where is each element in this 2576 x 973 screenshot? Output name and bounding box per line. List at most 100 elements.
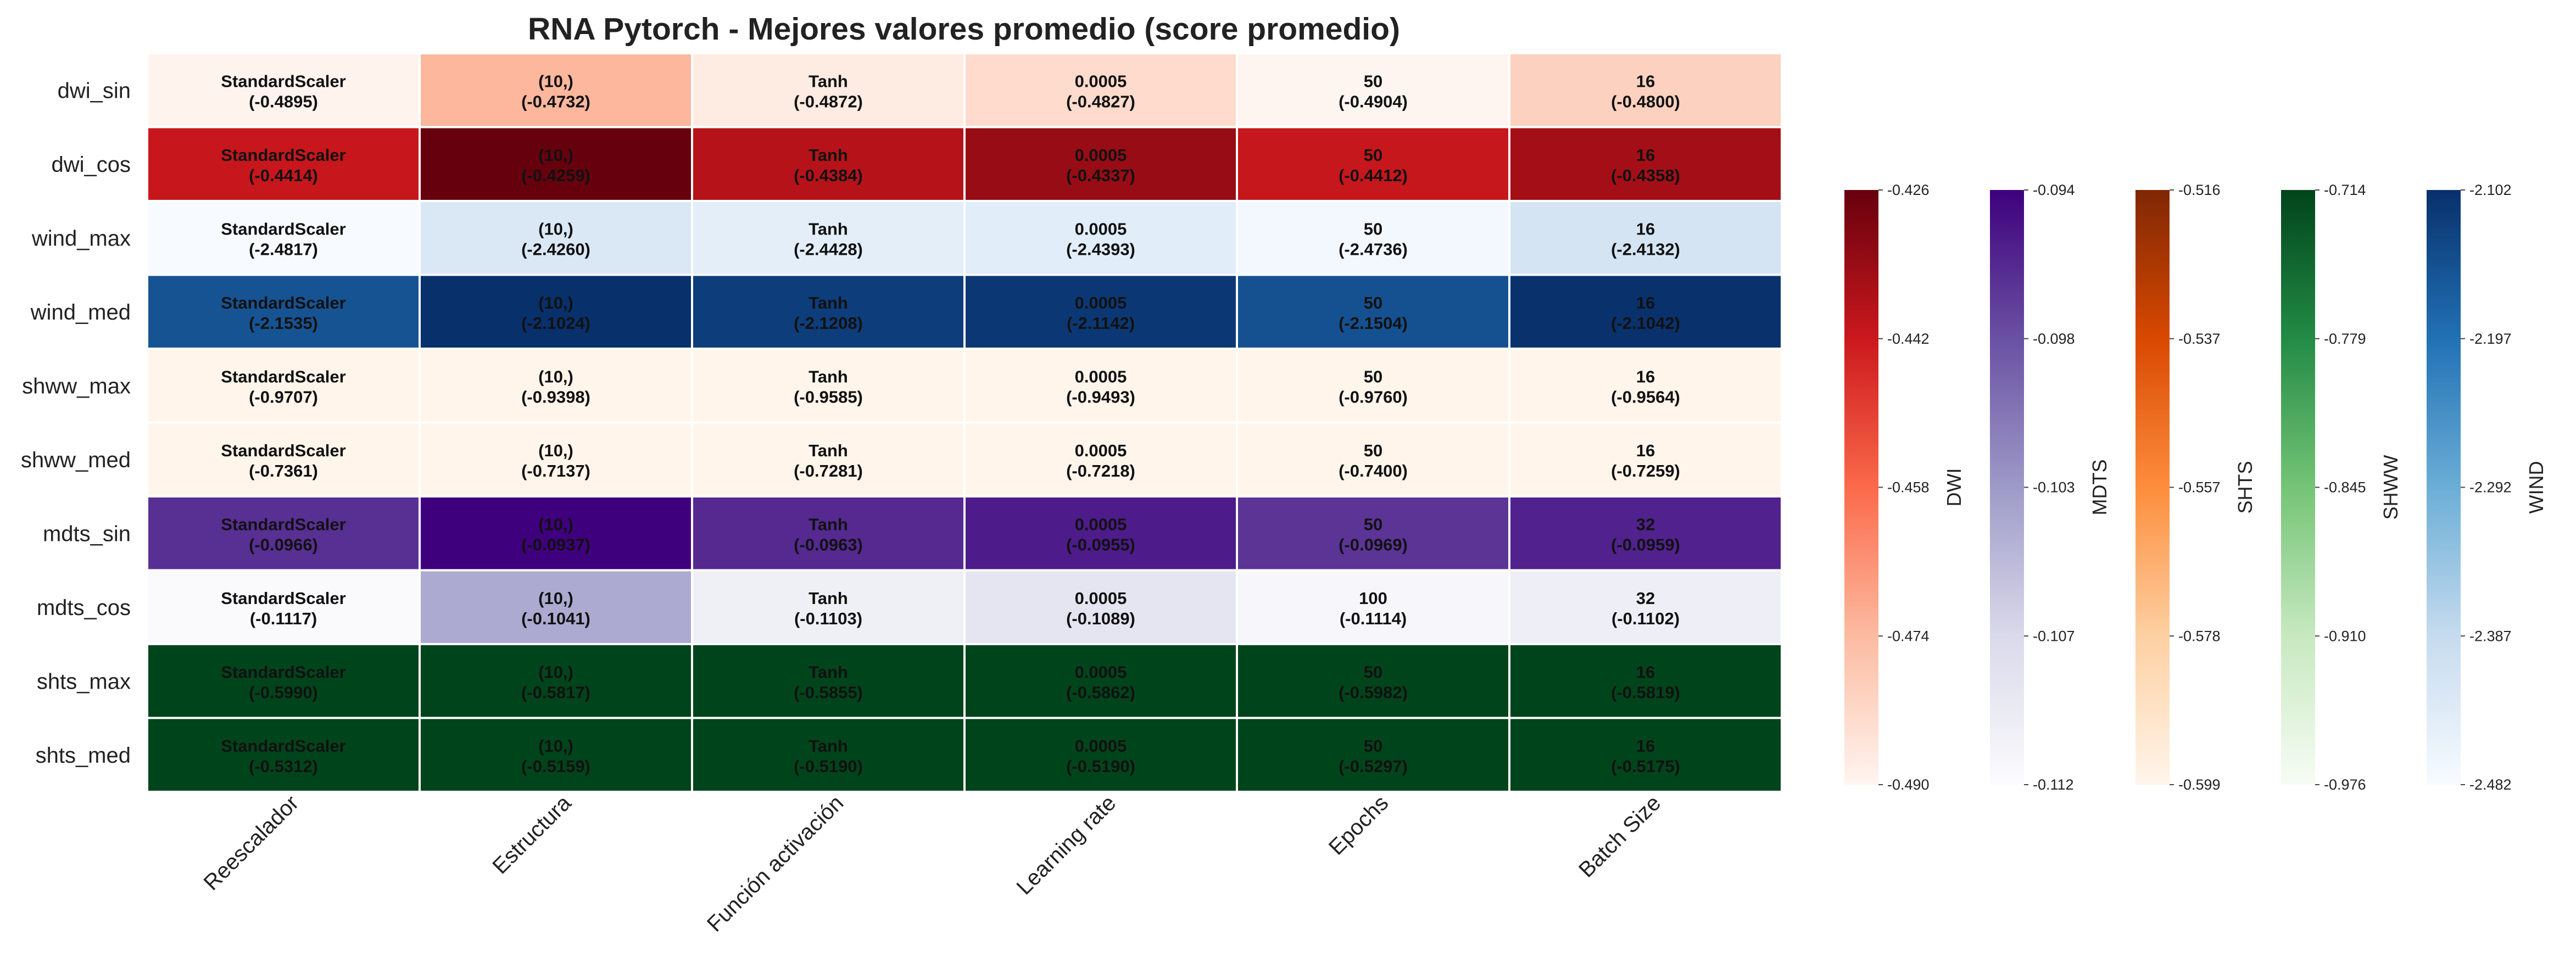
column-label: Estructura	[488, 791, 576, 879]
colorbar-mdts	[1990, 190, 2024, 785]
cell-score-label: (-0.4358)	[1611, 166, 1680, 185]
cell-score-label: (-0.4904)	[1339, 92, 1408, 111]
cell-value-label: Tanh	[809, 515, 848, 534]
colorbar-tick-label: -0.442	[1887, 331, 1930, 347]
cell-score-label: (-0.1041)	[521, 609, 590, 628]
cell-score-label: (-0.1102)	[1612, 609, 1680, 628]
cell-score-label: (-2.1208)	[794, 314, 863, 333]
colorbar-tick-label: -0.490	[1887, 776, 1930, 793]
cell-score-label: (-0.7361)	[249, 461, 318, 480]
cell-value-label: Tanh	[809, 219, 848, 238]
row-label: shww_med	[21, 448, 131, 472]
colorbars: -0.426 -0.442 -0.458 -0.474 -0.490 DWI -0.094 -…	[1844, 182, 2547, 793]
cell-score-label: (-0.1114)	[1340, 609, 1407, 628]
colorbar-tick-label: -2.482	[2469, 776, 2512, 793]
heatmap-cell	[963, 569, 1238, 645]
cell-value-label: 16	[1636, 736, 1655, 756]
cell-value-label: (10,)	[538, 293, 573, 312]
cell-score-label: (-2.4260)	[521, 239, 590, 259]
cell-score-label: (-0.7400)	[1339, 461, 1408, 480]
heatmap-cell	[1236, 569, 1510, 645]
cell-value-label: StandardScaler	[221, 662, 345, 681]
cell-score-label: (-0.5297)	[1339, 757, 1408, 776]
heatmap-cell	[1508, 200, 1783, 276]
cell-score-label: (-2.1042)	[1611, 314, 1680, 333]
row-label: shts_med	[36, 743, 131, 768]
row-label: shww_max	[22, 374, 131, 398]
cell-value-label: StandardScaler	[221, 589, 345, 608]
cell-score-label: (-0.5312)	[249, 757, 318, 776]
cell-score-label: (-2.1504)	[1339, 314, 1408, 333]
heatmap-cell	[1508, 273, 1783, 350]
heatmap-cell	[963, 495, 1238, 572]
cell-score-label: (-0.4384)	[794, 166, 863, 185]
cell-score-label: (-0.4259)	[521, 166, 590, 185]
cell-value-label: (10,)	[538, 219, 573, 238]
cell-value-label: 50	[1364, 515, 1382, 534]
heatmap-cell	[1236, 200, 1510, 276]
cell-value-label: Tanh	[809, 71, 848, 91]
colorbar-tick-label: -0.599	[2178, 776, 2221, 793]
cell-value-label: (10,)	[538, 662, 573, 681]
cell-value-label: 0.0005	[1075, 589, 1127, 608]
row-label: wind_max	[31, 226, 131, 250]
heatmap-cell	[1236, 273, 1510, 350]
heatmap-cell	[1508, 569, 1783, 645]
heatmap-cell	[963, 126, 1238, 202]
colorbar-tick-label: -0.458	[1887, 479, 1930, 496]
colorbar-label: SHWW	[2379, 455, 2402, 519]
column-label: Batch Size	[1574, 791, 1665, 882]
heatmap-cell	[419, 643, 693, 719]
heatmap-cell	[146, 273, 421, 350]
colorbar-tick-label: -0.103	[2033, 479, 2075, 496]
cell-score-label: (-2.1142)	[1067, 314, 1135, 333]
cell-score-label: (-2.4428)	[794, 239, 863, 259]
cell-score-label: (-0.0955)	[1066, 535, 1135, 554]
cell-score-label: (-0.7137)	[521, 461, 590, 480]
heatmap-cell	[691, 495, 966, 572]
cell-value-label: StandardScaler	[221, 515, 345, 534]
cell-value-label: StandardScaler	[221, 219, 345, 238]
cell-value-label: 16	[1636, 293, 1655, 312]
cell-score-label: (-0.4412)	[1339, 166, 1408, 185]
cell-value-label: 50	[1364, 736, 1382, 756]
cell-score-label: (-0.4414)	[249, 166, 318, 185]
cell-score-label: (-0.5190)	[794, 757, 863, 776]
cell-score-label: (-0.4872)	[794, 92, 863, 111]
row-label: mdts_cos	[37, 596, 131, 620]
cell-value-label: 50	[1364, 367, 1382, 386]
cell-score-label: (-2.4817)	[249, 239, 318, 259]
colorbar-tick-label: -0.976	[2324, 776, 2366, 793]
cell-score-label: (-0.0969)	[1339, 535, 1408, 554]
column-label: Epochs	[1324, 791, 1393, 859]
cell-value-label: 100	[1359, 589, 1387, 608]
cell-score-label: (-0.5190)	[1066, 757, 1135, 776]
cell-score-label: (-0.1117)	[250, 609, 317, 628]
cell-value-label: 0.0005	[1075, 293, 1127, 312]
heatmap-cell	[146, 421, 421, 497]
heatmap-cell	[1236, 643, 1510, 719]
cell-score-label: (-0.4732)	[521, 92, 590, 111]
cell-value-label: 0.0005	[1075, 515, 1127, 534]
colorbar-tick-label: -0.107	[2033, 628, 2075, 644]
cell-value-label: Tanh	[809, 367, 848, 386]
column-label: Reescalador	[199, 791, 303, 895]
heatmap-cell	[1508, 52, 1783, 128]
cell-score-label: (-0.5159)	[521, 757, 590, 776]
colorbar-tick-label: -0.578	[2178, 628, 2221, 644]
row-label: shts_max	[37, 669, 131, 694]
cell-score-label: (-0.5175)	[1611, 757, 1680, 776]
cell-value-label: (10,)	[538, 146, 573, 165]
cell-value-label: 0.0005	[1075, 367, 1127, 386]
cell-value-label: StandardScaler	[221, 146, 345, 165]
heatmap-cell	[419, 200, 693, 276]
cell-score-label: (-0.5855)	[794, 683, 863, 702]
heatmap-cell	[963, 348, 1238, 424]
cell-value-label: 16	[1636, 71, 1655, 91]
heatmap-cell	[1236, 348, 1510, 424]
heatmap-cell	[419, 126, 693, 202]
heatmap-cell	[1508, 421, 1783, 497]
heatmap-cell	[1508, 126, 1783, 202]
column-labels: Reescalador Estructura Función activación L…	[199, 791, 1665, 937]
heatmap-cell	[146, 569, 421, 645]
